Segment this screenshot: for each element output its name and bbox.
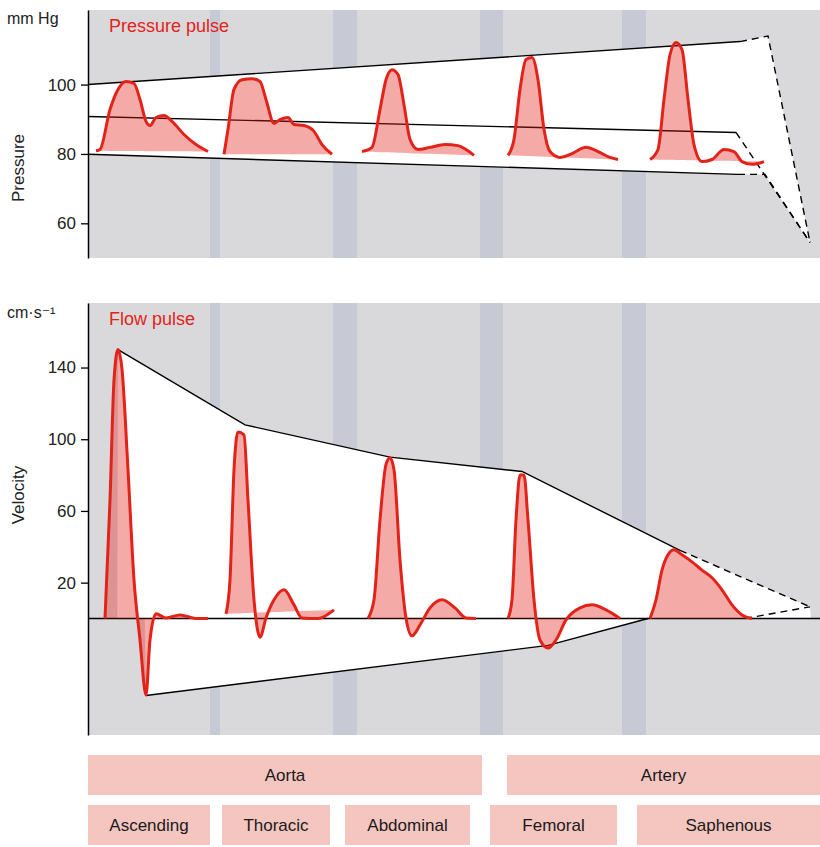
y-tick-mark [81, 367, 88, 368]
waveform-line [105, 350, 208, 695]
y-tick: 100 [48, 430, 88, 449]
site-box [637, 805, 820, 845]
y-unit: cm·s⁻¹ [7, 304, 55, 321]
waveform-line [508, 475, 620, 648]
waveform-line [650, 550, 752, 619]
waveform-line [368, 458, 476, 636]
waveform-line [508, 58, 618, 160]
y-tick: 140 [48, 358, 88, 377]
waveform-fill [96, 81, 208, 151]
waveform-fill [508, 475, 620, 648]
site-label: Ascending [109, 816, 188, 835]
chart-title: Pressure pulse [109, 16, 229, 36]
envelope-line [738, 174, 810, 242]
site-label: Abdominal [367, 816, 447, 835]
waveform-fill [368, 458, 476, 636]
envelope-line [146, 618, 648, 695]
y-axis-title: Velocity [9, 465, 28, 524]
site-box [88, 805, 210, 845]
envelope-line [745, 607, 810, 619]
y-tick: 60 [57, 502, 88, 521]
y-tick-mark [81, 154, 88, 155]
y-tick: 20 [57, 574, 88, 593]
y-axis-title: Pressure [9, 134, 28, 202]
plot-background [88, 10, 820, 258]
envelope-fill [88, 350, 820, 696]
site-box [222, 805, 330, 845]
group-box [88, 755, 482, 795]
background-stripe [622, 303, 646, 735]
waveform-line [650, 43, 764, 165]
site-box [490, 805, 617, 845]
y-tick-label: 60 [57, 214, 76, 233]
waveform-fill [650, 550, 752, 619]
envelope-fill [88, 36, 810, 242]
envelope-line [88, 116, 736, 132]
envelope-line [740, 36, 810, 242]
y-tick-label: 100 [48, 430, 76, 449]
footer: Aorta Artery Ascending Thoracic Abdominal Fem… [88, 755, 820, 845]
site-label: Femoral [522, 816, 584, 835]
envelope-line [88, 42, 740, 85]
site-label: Saphenous [685, 816, 771, 835]
panel: 60 80 100 Pressure pulse mm Hg Pressure [7, 10, 820, 259]
waveform-fill [224, 79, 332, 155]
plot-area [88, 10, 810, 258]
y-tick-mark [81, 223, 88, 224]
y-tick-label: 80 [57, 145, 76, 164]
plot-background [88, 303, 820, 735]
waveform-line [224, 79, 332, 155]
waveform-fill [508, 58, 618, 160]
waveform-fill [226, 432, 334, 637]
site-box [345, 805, 470, 845]
y-unit: mm Hg [7, 10, 59, 27]
envelope-line [88, 154, 738, 174]
y-tick-label: 100 [48, 76, 76, 95]
group-box [507, 755, 820, 795]
chart-container: 60 80 100 Pressure pulse mm Hg Pressure 20 60 10… [0, 0, 820, 847]
y-tick-mark [81, 511, 88, 512]
waveform-fill [650, 43, 764, 165]
site-label: Thoracic [243, 816, 309, 835]
y-axis: 20 60 100 140 [48, 304, 89, 736]
y-tick-label: 60 [57, 502, 76, 521]
y-tick-mark [81, 582, 88, 583]
y-tick-label: 20 [57, 574, 76, 593]
waveform-fill [105, 350, 208, 695]
y-tick: 60 [57, 214, 88, 233]
y-tick-mark [81, 84, 88, 85]
envelope-line [736, 132, 810, 242]
y-tick-mark [81, 439, 88, 440]
waveform-line [96, 81, 208, 151]
y-axis-line [88, 11, 90, 259]
waveform-fill [362, 70, 474, 156]
waveform-line [362, 70, 474, 156]
y-tick-label: 140 [48, 358, 76, 377]
chart-title: Flow pulse [109, 309, 195, 329]
plot-area [88, 303, 820, 735]
y-tick: 80 [57, 145, 88, 164]
group-label: Artery [641, 766, 687, 785]
group-label: Aorta [265, 766, 306, 785]
panel: 20 60 100 140 Flow pulse cm·s⁻¹ Velocity [7, 303, 820, 736]
waveform-line [226, 432, 334, 637]
chart-svg: 60 80 100 Pressure pulse mm Hg Pressure 20 60 10… [0, 0, 820, 847]
y-axis: 60 80 100 [48, 11, 89, 259]
y-tick: 100 [48, 76, 88, 95]
